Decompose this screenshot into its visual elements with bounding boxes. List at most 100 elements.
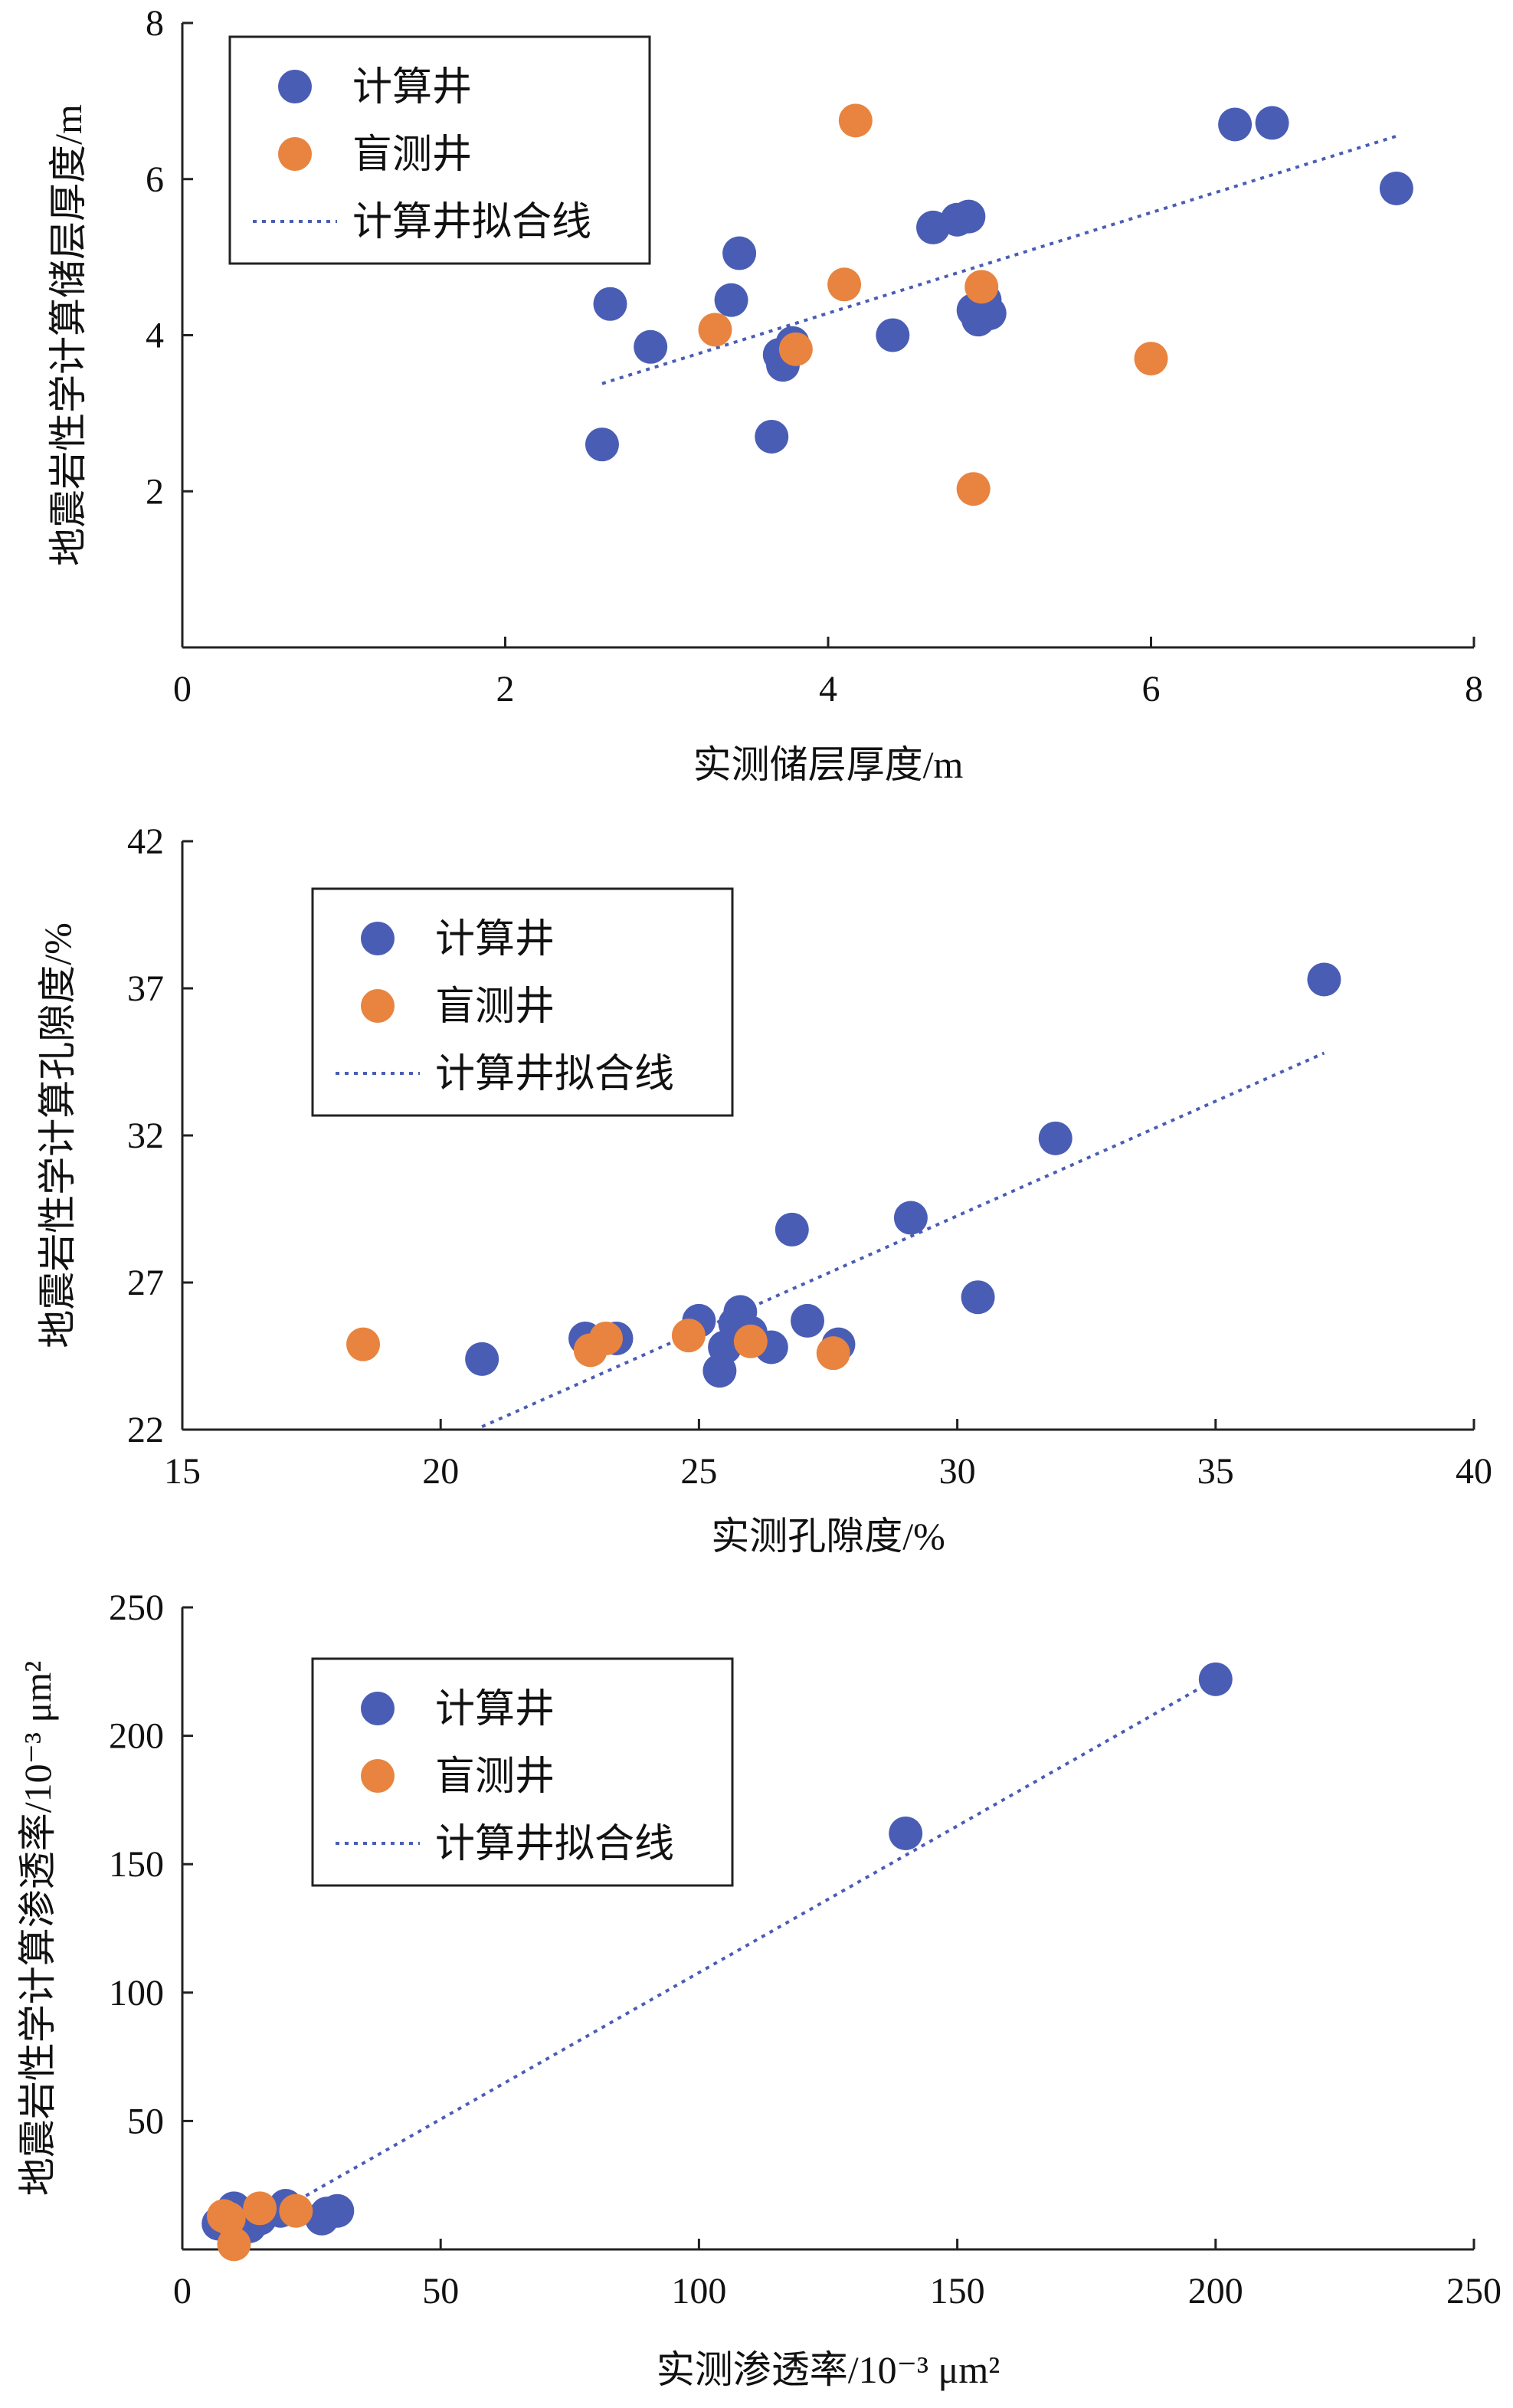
legend-label: 盲测井 xyxy=(435,1755,555,1799)
x-tick-label: 6 xyxy=(1142,669,1161,709)
y-tick-label: 250 xyxy=(109,1587,164,1628)
x-axis-label: 实测孔隙度/% xyxy=(711,1515,945,1558)
x-axis-label: 实测渗透率/10⁻³ μm² xyxy=(657,2348,1000,2391)
legend-marker xyxy=(361,989,395,1023)
chart-2: 15 20 25 30 35 40 22 27 32 37 42 实测孔隙度/% 地震岩性学计算孔隙度/… xyxy=(36,821,1492,1558)
legend-marker xyxy=(361,1692,395,1725)
x-tick-label: 20 xyxy=(422,1451,459,1492)
chart-1: 0 2 4 6 8 2 4 6 8 实测储层厚度/m 地震岩性学计算储层厚度/m 计算井盲测井计算井拟… xyxy=(47,3,1483,786)
calc-well-point xyxy=(775,1212,809,1247)
calc-well-point xyxy=(1038,1121,1073,1155)
legend-label: 计算井拟合线 xyxy=(435,1823,674,1866)
blind-well-point xyxy=(698,313,732,347)
y-tick-label: 50 xyxy=(127,2101,164,2141)
blind-well-point xyxy=(217,2227,251,2262)
y-tick-label: 6 xyxy=(146,159,164,200)
x-tick-label: 2 xyxy=(496,669,515,709)
x-tick-label: 150 xyxy=(930,2271,985,2311)
x-tick-label: 40 xyxy=(1456,1451,1492,1492)
calc-well-point xyxy=(889,1816,923,1850)
x-tick-label: 30 xyxy=(939,1451,976,1492)
y-tick-label: 200 xyxy=(109,1716,164,1757)
blind-well-point xyxy=(956,472,991,506)
blind-well-point xyxy=(816,1336,850,1371)
y-axis-label: 地震岩性学计算孔隙度/% xyxy=(36,922,79,1348)
calc-well-point xyxy=(1198,1662,1233,1696)
legend-marker xyxy=(361,1759,395,1793)
x-tick-label: 0 xyxy=(173,2271,192,2311)
calc-well-point xyxy=(320,2193,355,2228)
x-tick-label: 50 xyxy=(422,2271,459,2311)
calc-well-point xyxy=(755,419,789,454)
calc-well-point xyxy=(465,1342,499,1376)
calc-well-point xyxy=(593,287,627,321)
blind-well-point xyxy=(211,2201,246,2236)
legend-label: 计算井 xyxy=(435,918,555,962)
legend-fit-line: 计算井拟合线 xyxy=(336,1053,674,1096)
fit-line xyxy=(601,134,1397,385)
calc-well-point xyxy=(893,1201,928,1235)
legend-label: 计算井拟合线 xyxy=(435,1053,674,1096)
calc-well-point xyxy=(876,318,910,352)
chart-3: 0 50 100 150 200 250 50 100 150 200 250 实测渗透率/10⁻³ … xyxy=(16,1587,1502,2391)
y-tick-label: 150 xyxy=(109,1844,164,1885)
legend-fit-line: 计算井拟合线 xyxy=(253,201,591,244)
y-tick-label: 2 xyxy=(146,471,164,512)
fit-line xyxy=(481,1051,1325,1428)
fit-line xyxy=(233,1678,1217,2238)
calc-well-point xyxy=(972,296,1007,330)
blind-well-point xyxy=(733,1324,768,1358)
legend-marker xyxy=(278,70,312,103)
legend-label: 计算井 xyxy=(435,1688,555,1731)
y-axis-label: 地震岩性学计算储层厚度/m xyxy=(47,104,90,566)
blind-well-point xyxy=(838,103,873,138)
y-tick-label: 32 xyxy=(127,1116,164,1156)
legend-marker xyxy=(361,922,395,955)
legend-calc-well: 计算井 xyxy=(361,918,555,962)
calc-well-point xyxy=(585,428,619,462)
calc-well-point xyxy=(1307,962,1341,997)
legend-blind-well: 盲测井 xyxy=(361,1755,555,1799)
blind-well-point xyxy=(827,267,862,302)
calc-well-point xyxy=(951,199,986,234)
blind-well-point xyxy=(589,1321,624,1355)
x-tick-label: 25 xyxy=(680,1451,717,1492)
blind-well-point xyxy=(964,270,999,304)
x-tick-label: 0 xyxy=(173,669,192,709)
legend-label: 盲测井 xyxy=(352,133,472,177)
x-tick-label: 4 xyxy=(819,669,837,709)
y-tick-label: 22 xyxy=(127,1410,164,1450)
x-tick-label: 35 xyxy=(1197,1451,1234,1492)
y-tick-label: 42 xyxy=(127,821,164,862)
legend-label: 盲测井 xyxy=(435,985,555,1029)
x-tick-label: 250 xyxy=(1446,2271,1502,2311)
legend-marker xyxy=(278,137,312,171)
calc-well-point xyxy=(714,283,748,317)
x-tick-label: 8 xyxy=(1465,669,1483,709)
legend-calc-well: 计算井 xyxy=(278,66,472,110)
blind-well-point xyxy=(346,1327,381,1361)
legend-fit-line: 计算井拟合线 xyxy=(336,1823,674,1866)
calc-well-point xyxy=(961,1280,995,1315)
blind-well-point xyxy=(1134,342,1168,376)
legend-blind-well: 盲测井 xyxy=(278,133,472,177)
x-tick-label: 200 xyxy=(1188,2271,1243,2311)
legend-label: 计算井 xyxy=(352,66,472,110)
calc-well-point xyxy=(1218,107,1253,142)
y-tick-label: 37 xyxy=(127,968,164,1009)
legend-blind-well: 盲测井 xyxy=(361,985,555,1029)
legend-label: 计算井拟合线 xyxy=(352,201,591,244)
x-tick-label: 15 xyxy=(164,1451,201,1492)
calc-well-point xyxy=(634,329,668,364)
x-tick-label: 100 xyxy=(671,2271,726,2311)
calc-well-point xyxy=(791,1303,825,1338)
y-tick-label: 8 xyxy=(146,3,164,44)
x-axis-label: 实测储层厚度/m xyxy=(693,743,964,786)
y-tick-label: 100 xyxy=(109,1973,164,2013)
y-tick-label: 4 xyxy=(146,316,164,356)
legend-calc-well: 计算井 xyxy=(361,1688,555,1731)
